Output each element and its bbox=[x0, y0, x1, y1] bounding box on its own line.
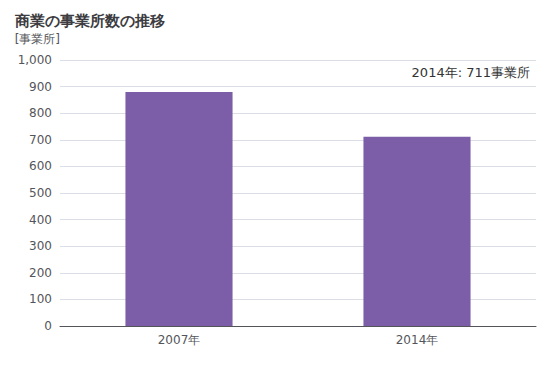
svg-text:2014年: 2014年 bbox=[396, 333, 439, 347]
svg-text:300: 300 bbox=[29, 239, 52, 253]
svg-text:[事業所]: [事業所] bbox=[15, 32, 60, 46]
svg-text:2014年: 711事業所: 2014年: 711事業所 bbox=[412, 65, 530, 80]
svg-text:0: 0 bbox=[44, 319, 52, 333]
svg-text:200: 200 bbox=[29, 266, 52, 280]
svg-text:700: 700 bbox=[29, 133, 52, 147]
svg-text:600: 600 bbox=[29, 159, 52, 173]
svg-text:1,000: 1,000 bbox=[18, 53, 52, 67]
svg-text:2007年: 2007年 bbox=[158, 333, 201, 347]
svg-text:800: 800 bbox=[29, 106, 52, 120]
svg-text:900: 900 bbox=[29, 80, 52, 94]
svg-text:500: 500 bbox=[29, 186, 52, 200]
svg-text:400: 400 bbox=[29, 213, 52, 227]
svg-text:商業の事業所数の推移: 商業の事業所数の推移 bbox=[14, 12, 165, 30]
svg-text:100: 100 bbox=[29, 292, 52, 306]
